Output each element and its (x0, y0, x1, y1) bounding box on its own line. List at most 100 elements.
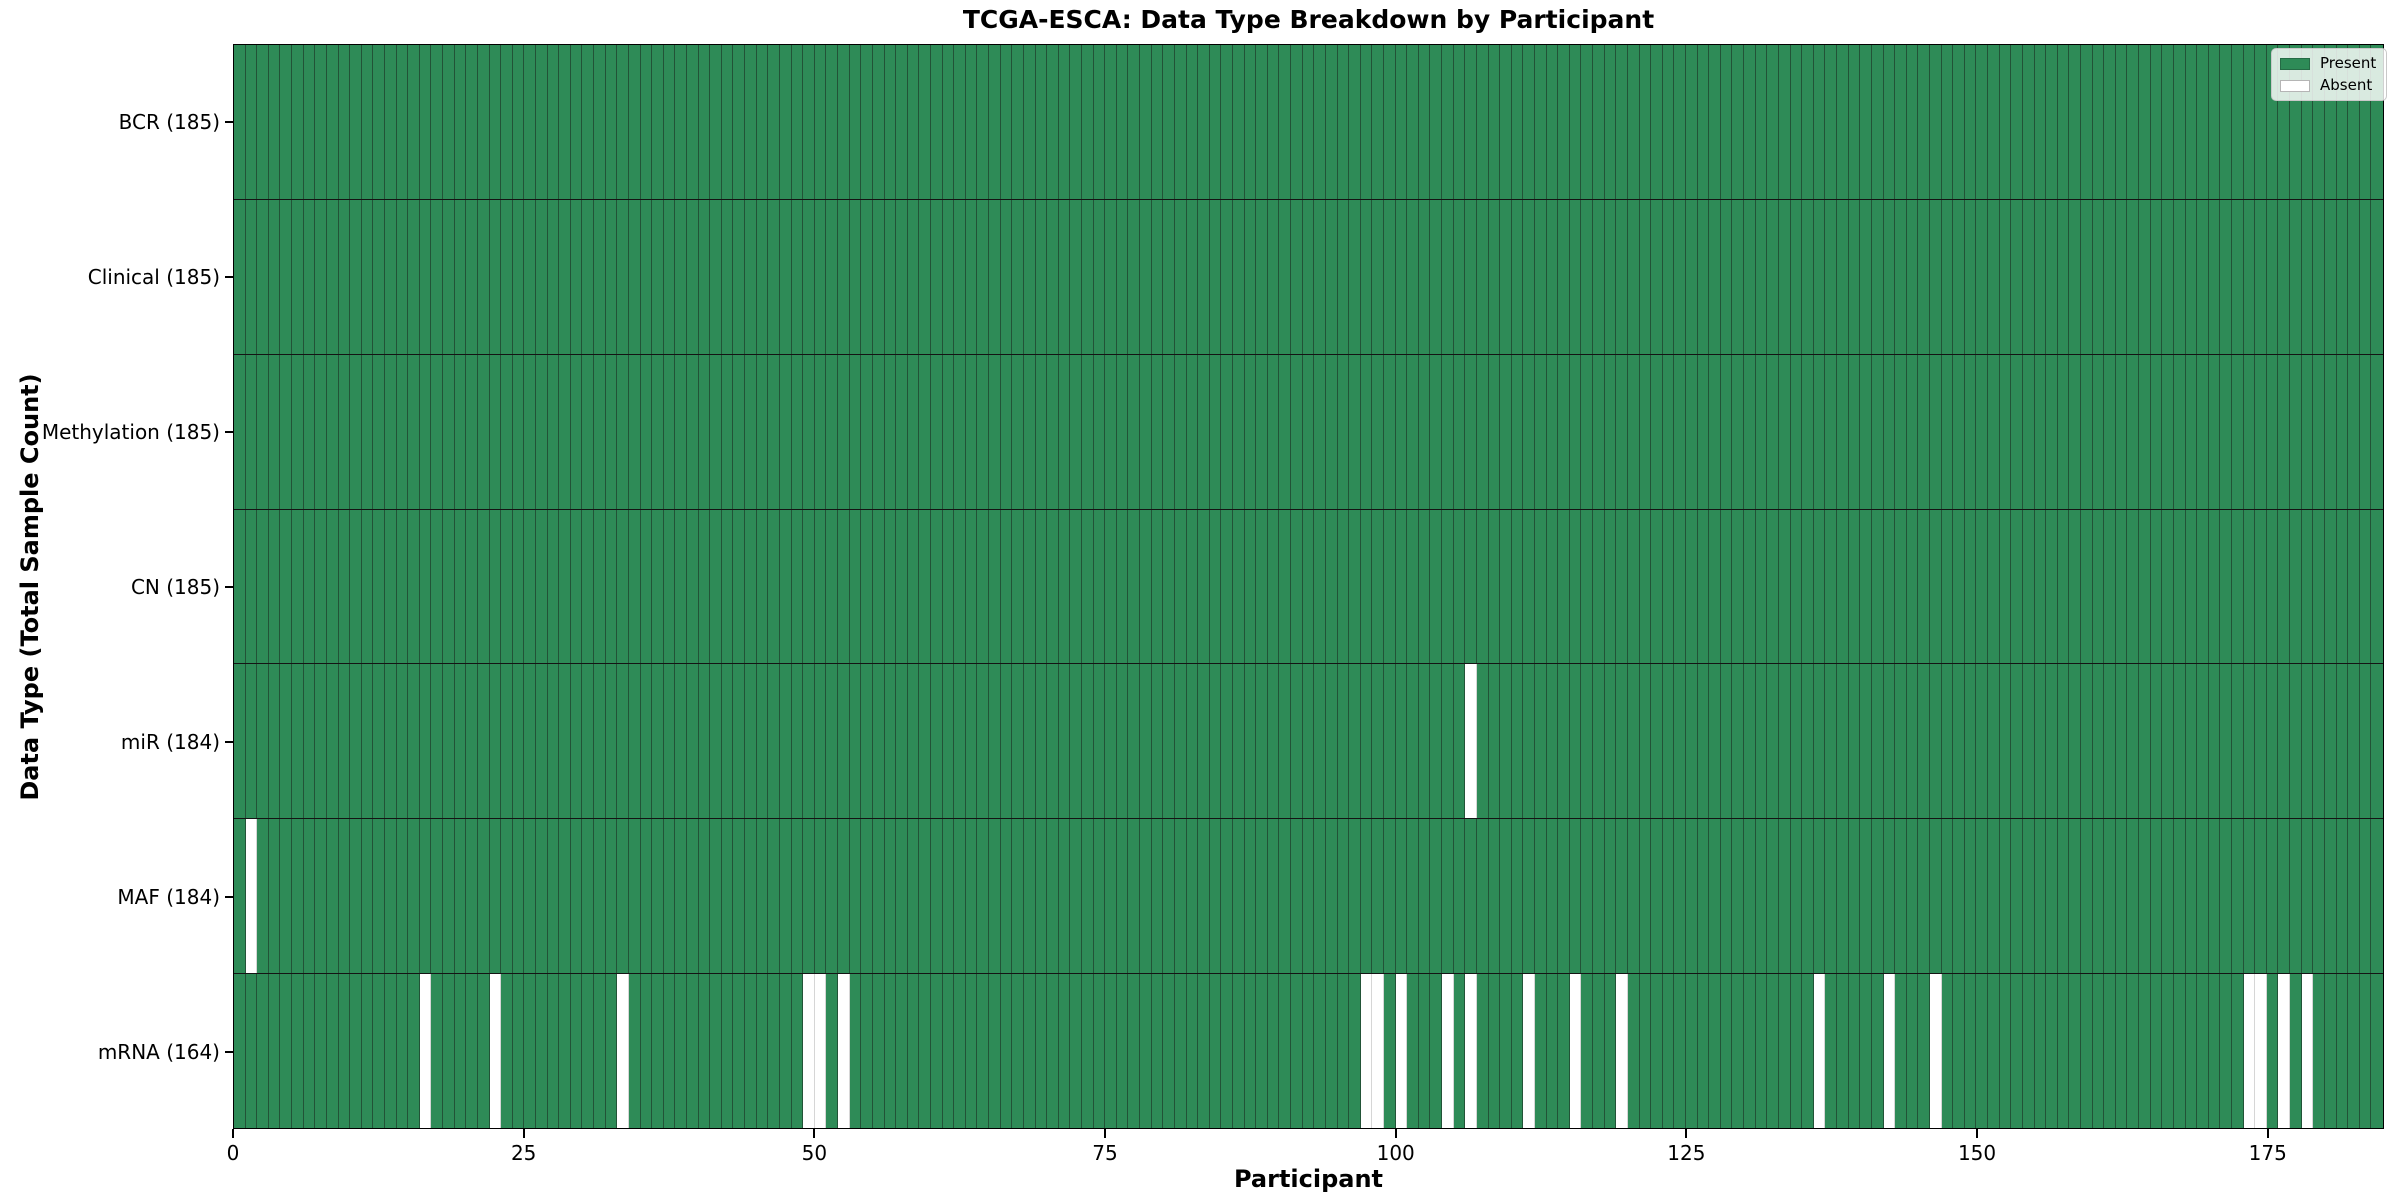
present-cell (2348, 664, 2360, 819)
present-cell (1523, 199, 1536, 354)
present-cell (896, 354, 908, 509)
present-cell (640, 45, 653, 199)
present-cell (1349, 199, 1361, 354)
present-cell (1709, 199, 1721, 354)
present-cell (1569, 199, 1582, 354)
present-cell (1674, 509, 1687, 664)
present-cell (1244, 819, 1257, 974)
present-cell (838, 819, 850, 974)
present-cell (2046, 974, 2058, 1129)
present-cell (2185, 354, 2198, 509)
present-cell (2034, 45, 2047, 199)
present-cell (977, 664, 990, 819)
present-cell (1337, 45, 1350, 199)
present-cell (1407, 45, 1419, 199)
present-cell (1105, 974, 1117, 1129)
present-cell (1081, 354, 1094, 509)
present-cell (1163, 199, 1175, 354)
x-tick-mark (1394, 1129, 1397, 1138)
present-cell (2115, 974, 2128, 1129)
present-cell (2336, 45, 2349, 199)
present-cell (1314, 819, 1326, 974)
present-cell (1140, 45, 1152, 199)
present-cell (1198, 45, 1210, 199)
present-cell (1732, 199, 1745, 354)
present-cell (2371, 974, 2383, 1129)
present-cell (385, 664, 397, 819)
present-cell (1232, 199, 1245, 354)
present-cell (745, 199, 757, 354)
present-cell (1511, 664, 1524, 819)
present-cell (1964, 199, 1977, 354)
present-cell (385, 509, 397, 664)
present-cell (2371, 819, 2383, 974)
present-cell (849, 974, 862, 1129)
present-cell (1244, 354, 1257, 509)
present-cell (1639, 664, 1652, 819)
present-cell (1279, 45, 1292, 199)
absent-cell (245, 819, 258, 974)
present-cell (756, 509, 769, 664)
present-cell (1325, 819, 1338, 974)
present-cell (2290, 509, 2302, 664)
present-cell (640, 819, 653, 974)
present-cell (2034, 664, 2047, 819)
present-cell (1511, 354, 1524, 509)
present-cell (1790, 974, 1803, 1129)
present-cell (524, 354, 537, 509)
present-cell (1848, 199, 1861, 354)
present-cell (1581, 664, 1594, 819)
present-cell (1291, 45, 1303, 199)
present-cell (1407, 199, 1419, 354)
present-cell (1465, 509, 1477, 664)
present-cell (2127, 664, 2140, 819)
present-cell (1523, 354, 1536, 509)
absent-cell (1929, 974, 1942, 1129)
present-cell (1941, 354, 1954, 509)
present-cell (1081, 974, 1094, 1129)
present-cell (1058, 354, 1071, 509)
present-cell (326, 819, 339, 974)
present-cell (303, 199, 316, 354)
present-cell (1209, 819, 1222, 974)
present-cell (1209, 664, 1222, 819)
present-cell (919, 45, 931, 199)
present-cell (2115, 45, 2128, 199)
absent-cell (1569, 974, 1582, 1129)
present-cell (1929, 819, 1942, 974)
present-cell (2231, 664, 2244, 819)
present-cell (872, 664, 885, 819)
present-cell (1813, 199, 1826, 354)
present-cell (1442, 509, 1454, 664)
present-cell (268, 664, 281, 819)
present-cell (1116, 664, 1129, 819)
present-cell (2231, 509, 2244, 664)
present-cell (2173, 354, 2186, 509)
present-cell (1302, 45, 1315, 199)
present-cell (1767, 974, 1779, 1129)
present-cell (512, 664, 525, 819)
present-cell (2324, 664, 2337, 819)
present-cell (2057, 199, 2070, 354)
present-cell (861, 354, 873, 509)
present-cell (1395, 819, 1408, 974)
present-cell (2220, 199, 2232, 354)
present-cell (768, 664, 780, 819)
present-cell (1232, 974, 1245, 1129)
present-cell (512, 509, 525, 664)
present-cell (2290, 974, 2302, 1129)
present-cell (826, 509, 839, 664)
present-cell (698, 664, 711, 819)
present-cell (2185, 45, 2198, 199)
present-cell (1093, 664, 1106, 819)
present-cell (1488, 819, 1501, 974)
present-cell (1581, 509, 1594, 664)
present-cell (1000, 509, 1013, 664)
present-cell (1860, 509, 1872, 664)
present-cell (1140, 819, 1152, 974)
present-cell (768, 819, 780, 974)
present-cell (1662, 974, 1675, 1129)
present-cell (547, 199, 560, 354)
present-cell (454, 819, 467, 974)
present-cell (1186, 354, 1199, 509)
